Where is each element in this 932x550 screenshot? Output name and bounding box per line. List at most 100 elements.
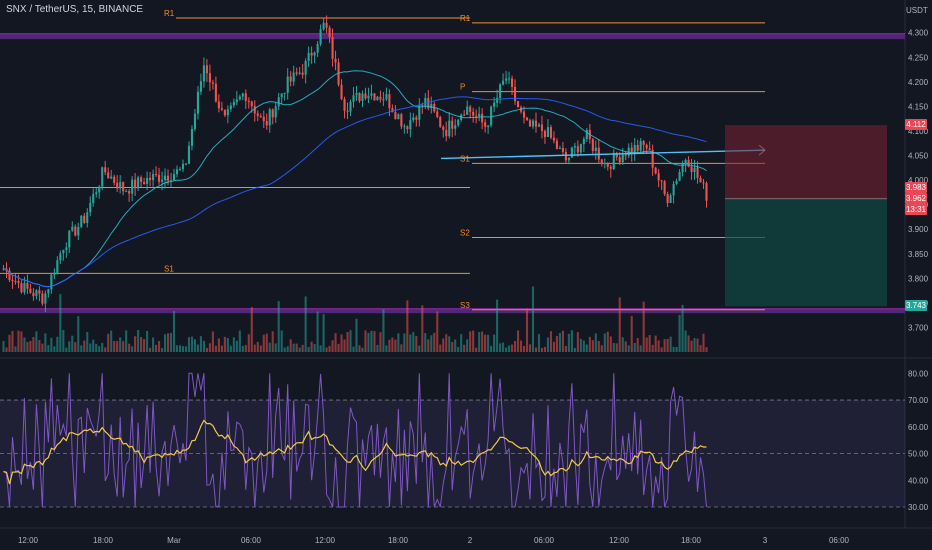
candle-body xyxy=(552,137,555,141)
pivot-label: R1 xyxy=(460,14,471,23)
candle-body xyxy=(639,141,642,151)
candle-body xyxy=(65,247,68,250)
candle-body xyxy=(427,97,430,109)
candle-body xyxy=(146,177,149,184)
time-tick-label: 18:00 xyxy=(93,536,114,545)
volume-bar xyxy=(460,334,463,352)
volume-bar xyxy=(259,345,262,352)
volume-bar xyxy=(277,301,280,352)
candle-body xyxy=(95,192,98,194)
candle-body xyxy=(110,176,113,179)
volume-bar xyxy=(208,343,211,352)
volume-bar xyxy=(651,344,654,352)
trendline xyxy=(440,144,766,160)
candle-body xyxy=(397,114,400,119)
volume-bar xyxy=(570,330,573,352)
volume-bar xyxy=(181,346,185,352)
volume-bar xyxy=(448,336,451,352)
volume-bar xyxy=(406,300,409,352)
volume-bar xyxy=(394,339,397,352)
pivot-label: P xyxy=(460,83,465,92)
volume-bar xyxy=(59,294,62,352)
candle-body xyxy=(469,106,472,112)
candle-body xyxy=(657,173,660,181)
candle-body xyxy=(388,94,391,109)
time-tick-label: 06:00 xyxy=(534,536,555,545)
candle-body xyxy=(645,144,648,149)
volume-bar xyxy=(543,346,547,352)
candle-body xyxy=(543,130,547,138)
volume-bar xyxy=(199,336,202,352)
volume-bar xyxy=(80,345,83,352)
candle-body xyxy=(68,230,71,248)
price-tick-label: 4.300 xyxy=(908,29,929,38)
candle-body xyxy=(702,182,705,184)
volume-bar xyxy=(669,336,672,352)
volume-bar xyxy=(211,331,214,352)
volume-bar xyxy=(241,345,244,352)
candle-body xyxy=(531,120,535,127)
volume-bar xyxy=(397,333,400,352)
volume-bar xyxy=(187,337,191,352)
volume-bar xyxy=(508,345,511,352)
volume-bar xyxy=(597,341,600,352)
candle-body xyxy=(412,117,415,121)
candle-body xyxy=(178,169,182,171)
candle-body xyxy=(193,113,197,129)
time-tick-label: 2 xyxy=(468,536,473,545)
candle-body xyxy=(325,22,328,28)
volume-bar xyxy=(304,296,307,352)
volume-bar xyxy=(373,331,376,352)
candle-body xyxy=(478,113,481,117)
volume-bar xyxy=(343,339,346,352)
candle-body xyxy=(125,191,128,193)
candle-body xyxy=(134,179,137,189)
candle-body xyxy=(549,127,552,138)
candle-body xyxy=(394,112,397,119)
candle-body xyxy=(292,72,295,82)
candle-body xyxy=(322,22,325,30)
candle-body xyxy=(56,260,59,275)
candle-body xyxy=(540,124,544,131)
volume-bar xyxy=(143,339,146,352)
price-tick-label: 3.850 xyxy=(908,250,929,259)
volume-bar xyxy=(693,338,696,352)
candle-body xyxy=(490,106,493,126)
price-tag: 3.983 xyxy=(905,182,927,194)
pivot-label: S2 xyxy=(460,229,470,238)
volume-bar xyxy=(466,339,469,352)
candle-body xyxy=(367,95,370,99)
volume-bar xyxy=(172,310,176,352)
volume-bar xyxy=(8,334,11,352)
candle-body xyxy=(481,113,484,123)
candle-body xyxy=(23,282,26,293)
candle-body xyxy=(451,120,454,129)
candle-body xyxy=(307,52,310,61)
candle-body xyxy=(86,212,89,223)
volume-bar xyxy=(274,343,277,352)
candle-body xyxy=(513,86,517,102)
candle-body xyxy=(17,281,20,284)
volume-bar xyxy=(32,337,35,352)
candle-body xyxy=(558,147,561,149)
candle-body xyxy=(20,283,23,293)
candle-body xyxy=(484,122,487,127)
pivot-levels: R1 P S1 R1 P S1 S2 S3 xyxy=(0,9,765,311)
candle-body xyxy=(582,138,585,145)
price-tick-label: 4.200 xyxy=(908,78,929,87)
volume-bar xyxy=(588,336,591,352)
volume-bar xyxy=(307,346,310,352)
volume-bar xyxy=(134,336,137,352)
candle-body xyxy=(546,127,550,138)
volume-bar xyxy=(280,330,283,352)
volume-bar xyxy=(149,347,152,352)
volume-bar xyxy=(92,339,95,352)
candle-body xyxy=(382,99,385,101)
moving-averages xyxy=(3,70,707,288)
volume-bar xyxy=(702,333,705,352)
candle-body xyxy=(660,180,663,182)
ma-fast-line xyxy=(3,70,707,288)
volume-bar xyxy=(388,339,391,352)
volume-bar xyxy=(564,345,567,352)
